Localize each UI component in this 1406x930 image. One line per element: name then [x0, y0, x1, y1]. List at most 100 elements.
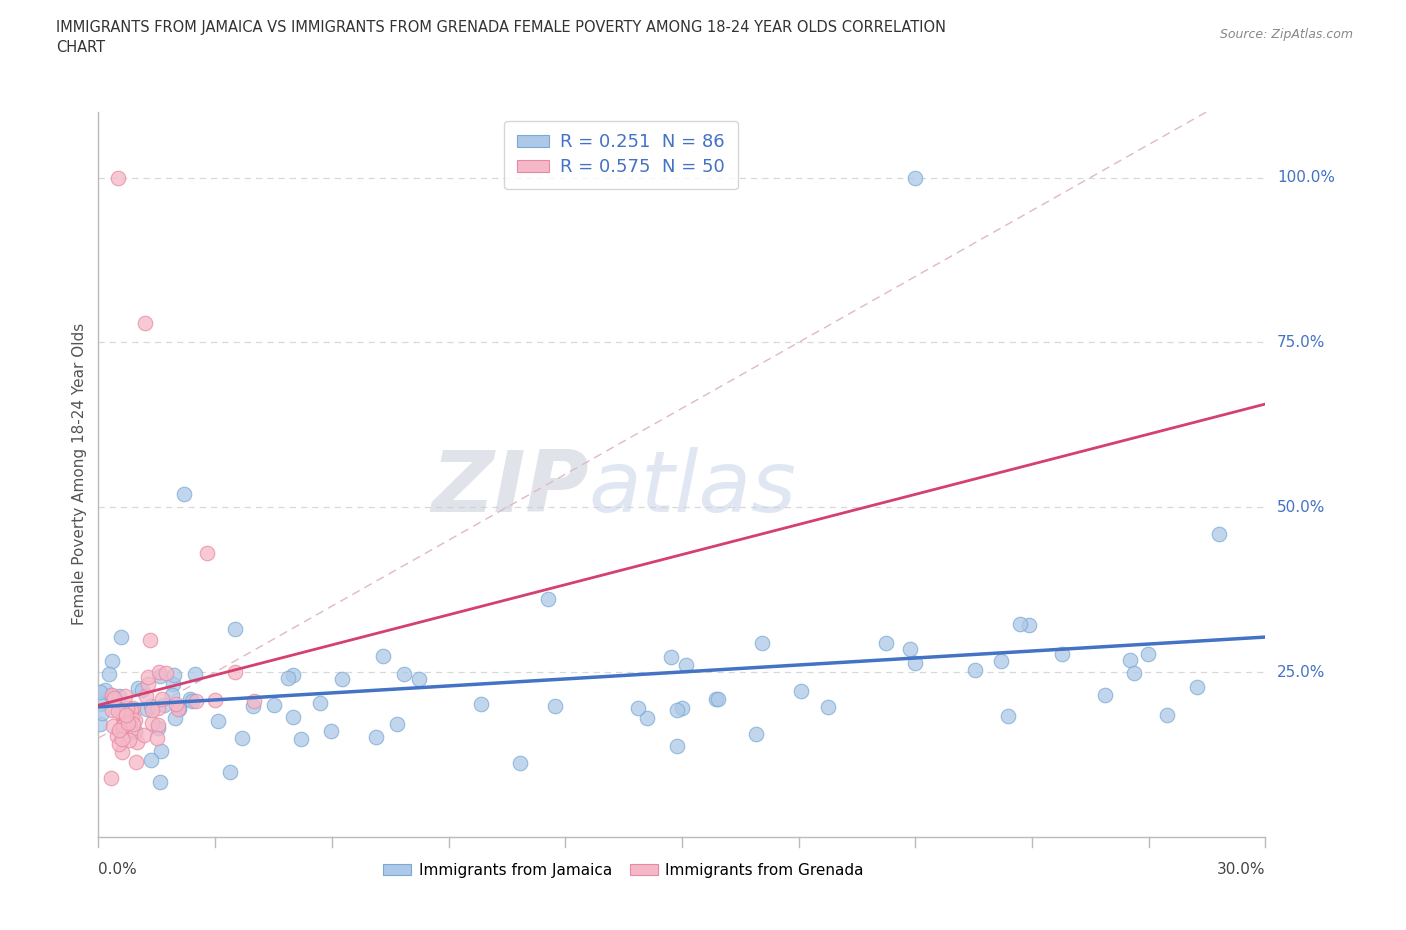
Point — [904, 656, 927, 671]
Point — [134, 315, 156, 330]
Point — [224, 665, 246, 680]
Point — [364, 730, 387, 745]
Point — [544, 698, 567, 713]
Point — [100, 770, 122, 785]
Point — [141, 715, 163, 730]
Point — [904, 170, 927, 185]
Point — [309, 696, 332, 711]
Point — [330, 671, 353, 686]
Point — [636, 711, 658, 725]
Point — [98, 667, 121, 682]
Point — [100, 654, 122, 669]
Point — [114, 689, 136, 704]
Point — [392, 667, 415, 682]
Point — [509, 756, 531, 771]
Text: CHART: CHART — [56, 40, 105, 55]
Point — [149, 669, 172, 684]
Point — [160, 687, 183, 702]
Point — [751, 636, 773, 651]
Y-axis label: Female Poverty Among 18-24 Year Olds: Female Poverty Among 18-24 Year Olds — [72, 324, 87, 626]
Point — [207, 713, 229, 728]
Point — [1008, 616, 1031, 631]
Point — [118, 708, 141, 723]
Point — [184, 666, 207, 681]
Point — [136, 670, 159, 684]
Point — [165, 697, 187, 711]
Point — [704, 691, 727, 706]
Point — [1050, 646, 1073, 661]
Point — [111, 705, 134, 720]
Point — [707, 691, 730, 706]
Point — [162, 676, 184, 691]
Point — [132, 727, 155, 742]
Point — [179, 691, 201, 706]
Point — [141, 703, 163, 718]
Point — [110, 630, 132, 644]
Point — [659, 650, 682, 665]
Point — [184, 693, 207, 708]
Point — [90, 706, 112, 721]
Point — [121, 701, 143, 716]
Point — [408, 671, 430, 686]
Point — [110, 703, 132, 718]
Point — [136, 701, 159, 716]
Point — [898, 641, 921, 656]
Point — [204, 693, 226, 708]
Point — [117, 701, 139, 716]
Point — [163, 711, 186, 725]
Point — [675, 658, 697, 672]
Point — [173, 486, 195, 501]
Point — [790, 684, 813, 698]
Point — [98, 688, 121, 703]
Text: 25.0%: 25.0% — [1277, 665, 1326, 680]
Point — [146, 700, 169, 715]
Point — [107, 737, 129, 751]
Point — [118, 733, 141, 748]
Point — [107, 723, 129, 737]
Point — [1123, 665, 1146, 680]
Point — [153, 698, 176, 712]
Point — [122, 717, 145, 732]
Point — [1118, 653, 1140, 668]
Point — [150, 692, 173, 707]
Point — [107, 704, 129, 719]
Point — [135, 689, 157, 704]
Text: 100.0%: 100.0% — [1277, 170, 1336, 185]
Point — [990, 653, 1012, 668]
Point — [163, 668, 186, 683]
Point — [627, 700, 650, 715]
Point — [117, 716, 139, 731]
Point — [1094, 688, 1116, 703]
Point — [108, 688, 131, 703]
Point — [470, 697, 492, 711]
Point — [155, 666, 177, 681]
Point — [167, 701, 190, 716]
Point — [149, 743, 172, 758]
Point — [124, 725, 146, 740]
Text: ZIP: ZIP — [430, 447, 589, 530]
Point — [665, 703, 688, 718]
Point — [127, 735, 149, 750]
Point — [242, 698, 264, 713]
Point — [138, 633, 160, 648]
Point — [146, 731, 169, 746]
Point — [1208, 526, 1230, 541]
Point — [111, 717, 134, 732]
Point — [125, 755, 148, 770]
Point — [107, 170, 129, 185]
Point — [167, 699, 190, 714]
Point — [124, 724, 146, 738]
Point — [263, 698, 285, 712]
Point — [124, 712, 146, 727]
Point — [1137, 647, 1160, 662]
Point — [283, 710, 305, 724]
Text: IMMIGRANTS FROM JAMAICA VS IMMIGRANTS FROM GRENADA FEMALE POVERTY AMONG 18-24 YE: IMMIGRANTS FROM JAMAICA VS IMMIGRANTS FR… — [56, 20, 946, 35]
Point — [997, 709, 1019, 724]
Point — [1156, 708, 1178, 723]
Point — [136, 677, 159, 692]
Text: 0.0%: 0.0% — [98, 862, 138, 877]
Point — [219, 764, 242, 779]
Point — [149, 774, 172, 789]
Legend: Immigrants from Jamaica, Immigrants from Grenada: Immigrants from Jamaica, Immigrants from… — [377, 857, 870, 884]
Point — [224, 621, 246, 636]
